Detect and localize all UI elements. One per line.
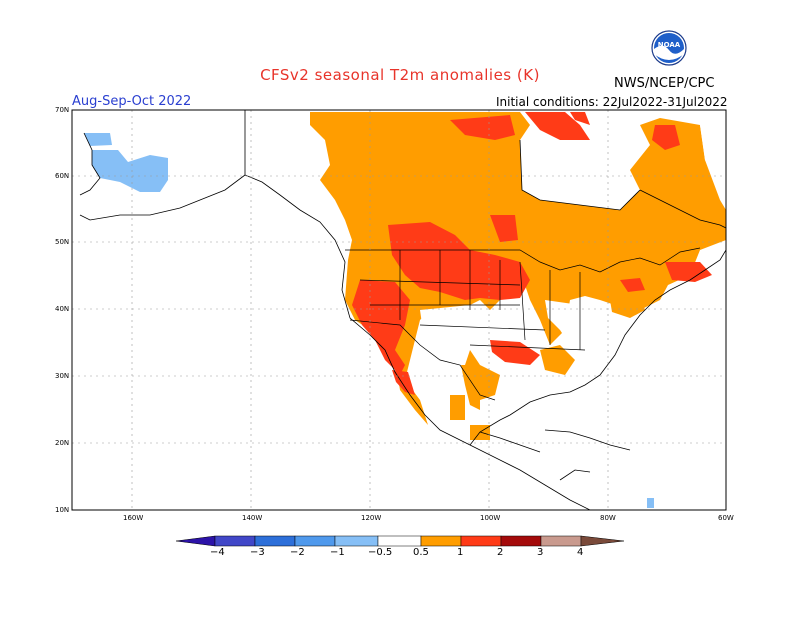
legend-swatch-7: [460, 535, 502, 547]
legend-label-minus2: −2: [290, 547, 305, 558]
legend-label-minus4: −4: [210, 547, 225, 558]
lon-label-60w: 60W: [718, 514, 734, 522]
neutral-areas: [420, 110, 726, 375]
initial-conditions-label: Initial conditions: 22Jul2022-31Jul2022: [496, 95, 728, 109]
legend-swatch-3: [294, 535, 336, 547]
lat-label-20n: 20N: [55, 439, 70, 447]
legend-label-2: 2: [497, 547, 504, 558]
lat-label-40n: 40N: [55, 305, 70, 313]
legend-arrow-low: [175, 535, 216, 547]
legend-swatch-1: [214, 535, 256, 547]
lat-label-30n: 30N: [55, 372, 70, 380]
legend-arrow-high: [580, 535, 625, 547]
lon-label-140w: 140W: [242, 514, 263, 522]
lon-label-160w: 160W: [123, 514, 144, 522]
legend-label-1: 1: [457, 547, 464, 558]
logo-text: NOAA: [658, 41, 681, 49]
lat-label-60n: 60N: [55, 172, 70, 180]
lon-label-120w: 120W: [361, 514, 382, 522]
lat-label-10n: 10N: [55, 506, 70, 514]
coastlines: [79, 110, 726, 510]
lon-label-80w: 80W: [600, 514, 616, 522]
lon-label-100w: 100W: [480, 514, 501, 522]
agency-label: NWS/NCEP/CPC: [614, 76, 715, 91]
graticule: [72, 110, 726, 510]
noaa-logo-icon: NOAA: [651, 30, 687, 66]
season-label: Aug-Sep-Oct 2022: [72, 94, 192, 109]
lat-label-50n: 50N: [55, 238, 70, 246]
legend-label-3: 3: [537, 547, 544, 558]
legend-swatch-8: [500, 535, 542, 547]
anomaly-shading-lightblue: [84, 133, 654, 508]
legend-label-minus1: −1: [330, 547, 345, 558]
legend-swatch-2: [254, 535, 296, 547]
borders: [345, 247, 701, 401]
legend-swatch-9: [540, 535, 582, 547]
legend-swatch-6: [420, 535, 462, 547]
legend-swatch-4: [334, 535, 379, 547]
legend-label-4: 4: [577, 547, 584, 558]
map-title: CFSv2 seasonal T2m anomalies (K): [260, 66, 540, 84]
map-frame: [71, 109, 727, 511]
legend-label-05: 0.5: [413, 547, 429, 558]
legend-label-minus3: −3: [250, 547, 265, 558]
legend-swatch-5: [377, 535, 422, 547]
lat-label-70n: 70N: [55, 106, 70, 114]
legend-label-minus05: −0.5: [368, 547, 393, 558]
